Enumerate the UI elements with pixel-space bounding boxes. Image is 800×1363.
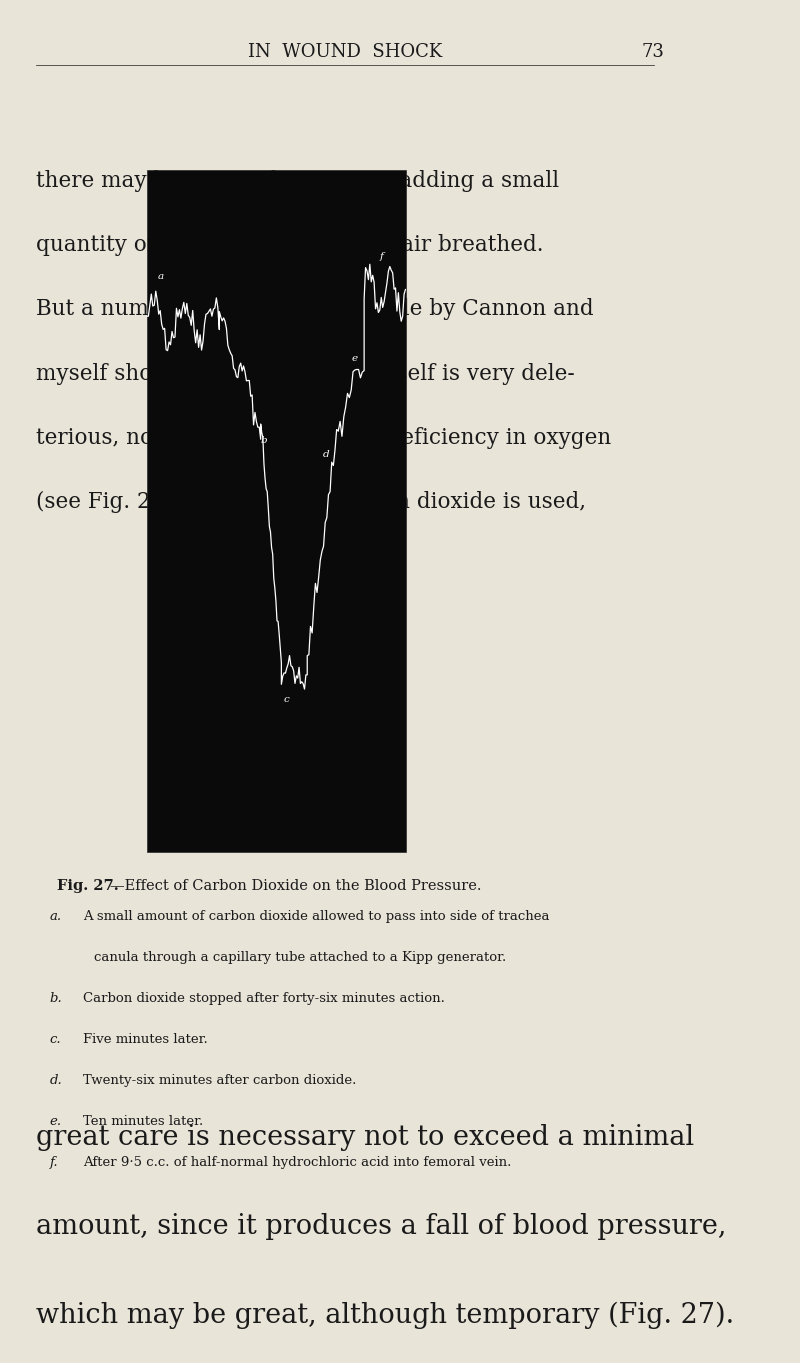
Text: d.: d. (50, 1074, 62, 1088)
Text: f.: f. (50, 1156, 58, 1169)
Text: there may be some advantage in adding a small: there may be some advantage in adding a … (36, 170, 559, 192)
Text: Carbon dioxide stopped after forty-six minutes action.: Carbon dioxide stopped after forty-six m… (82, 992, 445, 1006)
Text: e.: e. (50, 1115, 62, 1129)
Text: a.: a. (50, 910, 62, 924)
Text: But a number of experiments made by Cannon and: But a number of experiments made by Cann… (36, 298, 594, 320)
Text: a: a (158, 273, 163, 281)
Text: After 9·5 c.c. of half-normal hydrochloric acid into femoral vein.: After 9·5 c.c. of half-normal hydrochlor… (82, 1156, 511, 1169)
Text: b.: b. (50, 992, 62, 1006)
Text: b: b (261, 436, 267, 444)
Text: Twenty-six minutes after carbon dioxide.: Twenty-six minutes after carbon dioxide. (82, 1074, 356, 1088)
Text: myself showed that expired air itself is very dele-: myself showed that expired air itself is… (36, 363, 574, 384)
Text: —Effect of Carbon Dioxide on the Blood Pressure.: —Effect of Carbon Dioxide on the Blood P… (110, 879, 481, 893)
Text: A small amount of carbon dioxide allowed to pass into side of trachea: A small amount of carbon dioxide allowed… (82, 910, 550, 924)
Text: great care is necessary not to exceed a minimal: great care is necessary not to exceed a … (36, 1124, 694, 1152)
Text: IN  WOUND  SHOCK: IN WOUND SHOCK (248, 44, 442, 61)
Text: c.: c. (50, 1033, 62, 1047)
Text: c: c (284, 695, 290, 703)
Text: (see Fig. 26).   If, however, carbon dioxide is used,: (see Fig. 26). If, however, carbon dioxi… (36, 491, 586, 512)
Text: terious, no doubt because of its deficiency in oxygen: terious, no doubt because of its deficie… (36, 427, 611, 448)
Text: canula through a capillary tube attached to a Kipp generator.: canula through a capillary tube attached… (94, 951, 506, 965)
Text: d: d (322, 450, 330, 458)
Text: f: f (380, 252, 383, 260)
Text: Fig. 27.: Fig. 27. (57, 879, 118, 893)
Text: e: e (351, 354, 358, 363)
Text: 73: 73 (642, 44, 664, 61)
Text: Ten minutes later.: Ten minutes later. (82, 1115, 203, 1129)
FancyBboxPatch shape (147, 170, 406, 852)
Text: Five minutes later.: Five minutes later. (82, 1033, 207, 1047)
Text: which may be great, although temporary (Fig. 27).: which may be great, although temporary (… (36, 1302, 734, 1329)
Text: amount, since it produces a fall of blood pressure,: amount, since it produces a fall of bloo… (36, 1213, 726, 1240)
Text: quantity of carbon dioxide to the air breathed.: quantity of carbon dioxide to the air br… (36, 234, 543, 256)
